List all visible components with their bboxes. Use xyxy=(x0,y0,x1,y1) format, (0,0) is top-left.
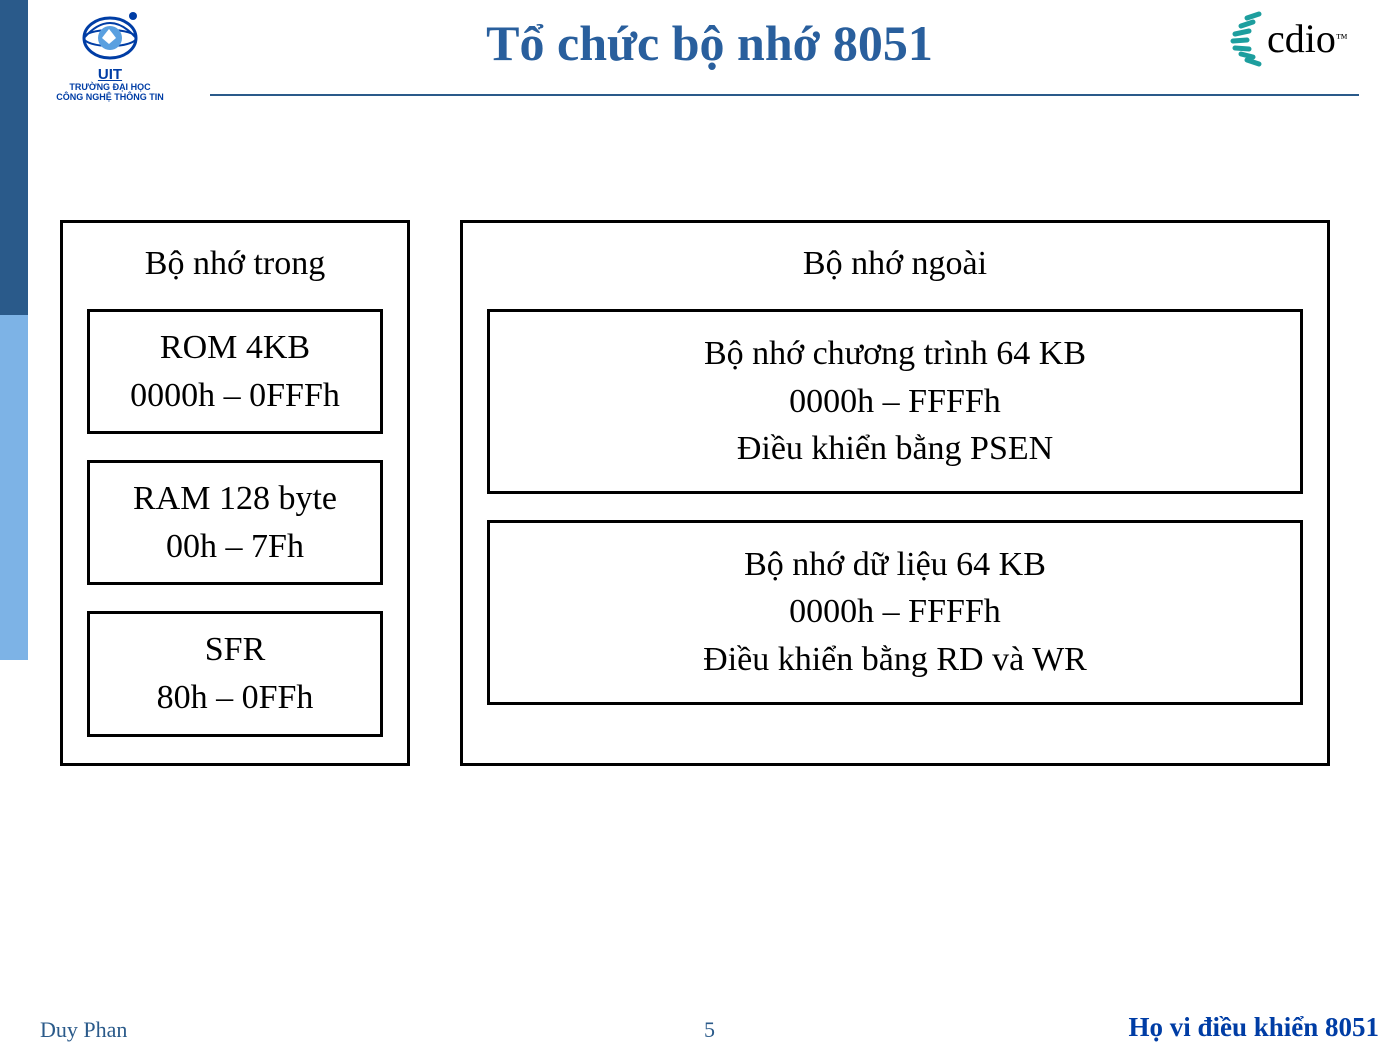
panel-internal-memory: Bộ nhớ trong ROM 4KB 0000h – 0FFFh RAM 1… xyxy=(60,220,410,766)
box-program-line1: Bộ nhớ chương trình 64 KB xyxy=(500,330,1290,378)
box-ram-line2: 00h – 7Fh xyxy=(100,523,370,571)
slide-title: Tổ chức bộ nhớ 8051 xyxy=(40,14,1379,72)
panel-internal-title: Bộ nhớ trong xyxy=(145,245,325,283)
box-rom-line2: 0000h – 0FFFh xyxy=(100,372,370,420)
box-ram: RAM 128 byte 00h – 7Fh xyxy=(87,460,383,585)
box-program-line2: 0000h – FFFFh xyxy=(500,378,1290,426)
cdio-rays-icon xyxy=(1219,8,1267,68)
box-data-line2: 0000h – FFFFh xyxy=(500,588,1290,636)
diagram-area: Bộ nhớ trong ROM 4KB 0000h – 0FFFh RAM 1… xyxy=(60,220,1340,766)
side-accent-light xyxy=(0,315,28,660)
slide-header: UIT TRƯỜNG ĐẠI HỌC CÔNG NGHỆ THÔNG TIN T… xyxy=(40,8,1379,120)
box-data-line3: Điều khiển bằng RD và WR xyxy=(500,636,1290,684)
box-sfr-line1: SFR xyxy=(100,626,370,674)
box-data-mem: Bộ nhớ dữ liệu 64 KB 0000h – FFFFh Điều … xyxy=(487,520,1303,705)
cdio-logo: cdio ™ xyxy=(1219,8,1379,68)
cdio-text: cdio xyxy=(1267,15,1336,62)
title-underline xyxy=(210,94,1359,96)
panel-external-title: Bộ nhớ ngoài xyxy=(803,245,987,283)
box-sfr: SFR 80h – 0FFh xyxy=(87,611,383,736)
cdio-tm: ™ xyxy=(1336,31,1348,46)
box-data-line1: Bộ nhớ dữ liệu 64 KB xyxy=(500,541,1290,589)
panel-external-memory: Bộ nhớ ngoài Bộ nhớ chương trình 64 KB 0… xyxy=(460,220,1330,766)
box-ram-line1: RAM 128 byte xyxy=(100,475,370,523)
footer-subject: Họ vi điều khiển 8051 xyxy=(1128,1012,1379,1043)
box-program-mem: Bộ nhớ chương trình 64 KB 0000h – FFFFh … xyxy=(487,309,1303,494)
box-rom: ROM 4KB 0000h – 0FFFh xyxy=(87,309,383,434)
box-rom-line1: ROM 4KB xyxy=(100,324,370,372)
box-program-line3: Điều khiển bằng PSEN xyxy=(500,425,1290,473)
uit-logo-sub2: CÔNG NGHỆ THÔNG TIN xyxy=(50,93,170,103)
slide-footer: Duy Phan 5 Họ vi điều khiển 8051 xyxy=(40,1007,1379,1043)
box-sfr-line2: 80h – 0FFh xyxy=(100,674,370,722)
